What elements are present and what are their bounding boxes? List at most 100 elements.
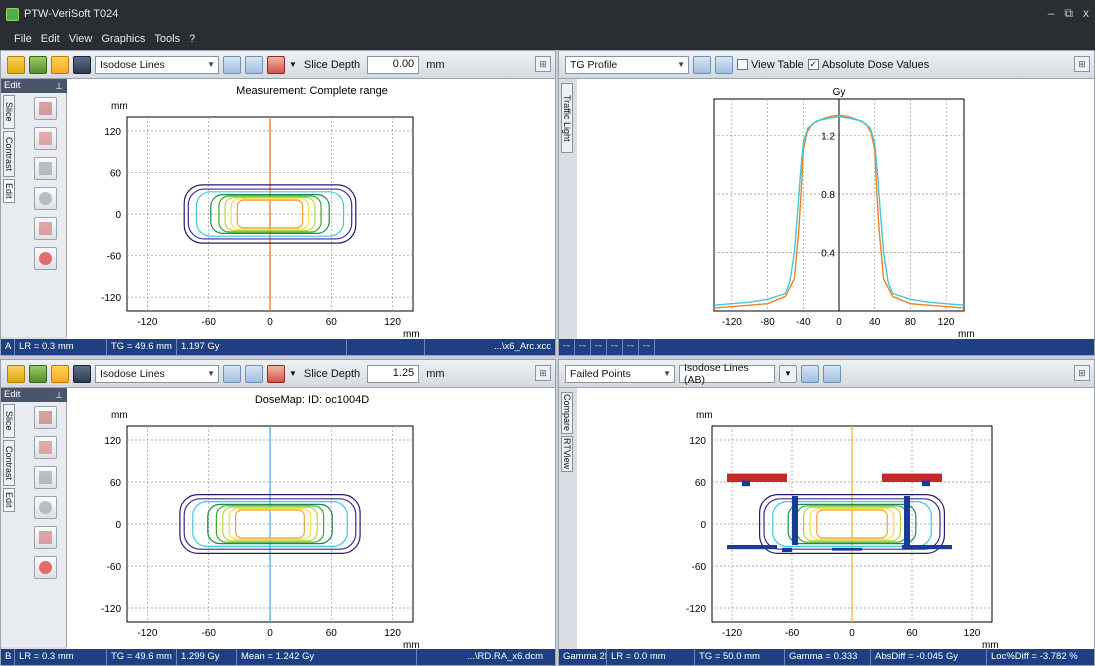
cut-center-tool[interactable] xyxy=(34,436,57,459)
tab-traffic-light[interactable]: Traffic Light xyxy=(561,83,573,153)
magnet-tool[interactable] xyxy=(34,556,57,579)
status-mean: Mean = 1.242 Gy xyxy=(237,649,417,665)
menu-file[interactable]: File xyxy=(14,33,32,45)
profile-mode-select[interactable]: TG Profile ▼ xyxy=(565,55,689,74)
swap-axis-icon[interactable] xyxy=(223,55,241,74)
profile-plot-area[interactable]: 1.2 0.8 0.4 -120 -80 -40 0 40 80 120 Gy mm xyxy=(577,79,1095,340)
slice-depth-input[interactable]: 1.25 xyxy=(367,364,420,383)
close-button[interactable]: x xyxy=(1083,6,1089,20)
y-tick-label: -120 xyxy=(101,604,121,615)
grid-tool[interactable] xyxy=(34,157,57,180)
failed-point-region xyxy=(882,473,942,482)
display-mode-select[interactable]: Isodose Lines ▼ xyxy=(95,364,219,383)
open-folder-icon[interactable] xyxy=(7,364,25,383)
chevron-down-icon[interactable]: ▼ xyxy=(289,60,297,69)
pin-icon[interactable]: ⊥ xyxy=(55,81,63,91)
magnet-tool[interactable] xyxy=(34,247,57,270)
cut-top-tool[interactable] xyxy=(34,97,57,120)
tab-slice[interactable]: Slice xyxy=(3,404,15,438)
expand-pane-icon[interactable]: ⊞ xyxy=(535,365,551,381)
slice-depth-input[interactable]: 0.00 xyxy=(367,55,420,74)
maximize-button[interactable]: ⧉ xyxy=(1064,6,1073,20)
isodose-plot[interactable]: Measurement: Complete range 120 60 0 -60 -12… xyxy=(67,79,556,340)
display-mode-select[interactable]: Isodose Lines ▼ xyxy=(95,55,219,74)
isodose-plot[interactable]: DoseMap: ID: oc1004D 120 60 0 -60 -120 -120 -6… xyxy=(67,388,556,651)
compare-mode-select[interactable]: Failed Points ▼ xyxy=(565,364,675,383)
isodose-ab-select[interactable]: Isodose Lines (AB) xyxy=(679,362,775,386)
isodose-contour xyxy=(215,505,325,543)
x-tick-label: 0 xyxy=(267,628,273,639)
grid-tool[interactable] xyxy=(34,466,57,489)
rotate-icon[interactable] xyxy=(823,364,841,383)
swap-axis-icon[interactable] xyxy=(693,55,711,74)
y-unit-label: mm xyxy=(696,410,713,421)
x-unit-label: mm xyxy=(958,329,975,339)
expand-pane-icon[interactable]: ⊞ xyxy=(535,56,551,72)
menu-help[interactable]: ? xyxy=(189,33,196,45)
abs-dose-box[interactable]: ✓ xyxy=(807,59,819,70)
cut-center-tool[interactable] xyxy=(34,127,57,150)
swap-axis-icon[interactable] xyxy=(801,364,819,383)
marker-icon[interactable] xyxy=(267,55,285,74)
tab-compare[interactable]: Compare xyxy=(561,392,573,434)
rotate-icon[interactable] xyxy=(715,55,733,74)
status-tg: TG = 49.6 mm xyxy=(107,649,177,665)
rotate-icon[interactable] xyxy=(245,364,263,383)
tab-edit[interactable]: Edit xyxy=(3,488,15,512)
display-mode-value: Isodose Lines xyxy=(100,58,165,71)
sidebar-title: Edit xyxy=(4,80,21,91)
load-data-icon[interactable] xyxy=(29,55,47,74)
pane-measurement: Isodose Lines ▼ ▼ Slice Depth 0.00 mm ⊞ E… xyxy=(0,50,556,356)
export-tool[interactable] xyxy=(34,526,57,549)
status-bar: A LR = 0.3 mm TG = 49.6 mm 1.197 Gy ...\… xyxy=(1,339,555,355)
expand-pane-icon[interactable]: ⊞ xyxy=(1074,365,1090,381)
slice-depth-label: Slice Depth xyxy=(303,367,361,380)
open-folder-icon[interactable] xyxy=(7,55,25,74)
plot-area[interactable]: DoseMap: ID: oc1004D 120 60 0 -60 -120 -120 -6… xyxy=(67,388,556,651)
plot-area[interactable]: Measurement: Complete range 120 60 0 -60 -12… xyxy=(67,79,556,340)
menu-edit[interactable]: Edit xyxy=(40,33,60,45)
view-table-box[interactable] xyxy=(737,59,748,70)
rotate-icon[interactable] xyxy=(245,55,263,74)
save-icon[interactable] xyxy=(73,55,91,74)
y-tick-label: 0.8 xyxy=(821,190,835,201)
load-data-icon[interactable] xyxy=(29,364,47,383)
menu-view[interactable]: View xyxy=(68,33,93,45)
chevron-down-icon[interactable]: ▼ xyxy=(289,369,297,378)
tab-slice[interactable]: Slice xyxy=(3,95,15,129)
marker-icon[interactable] xyxy=(267,364,285,383)
y-tick-label: 0 xyxy=(700,520,706,531)
pane-dosemap: Isodose Lines ▼ ▼ Slice Depth 1.25 mm ⊞ E… xyxy=(0,359,556,666)
export-tool[interactable] xyxy=(34,217,57,240)
menu-graphics[interactable]: Graphics xyxy=(101,33,146,45)
tab-edit[interactable]: Edit xyxy=(3,179,15,203)
cut-top-tool[interactable] xyxy=(34,406,57,429)
profile-chart[interactable]: 1.2 0.8 0.4 -120 -80 -40 0 40 80 120 Gy mm xyxy=(577,79,1095,340)
x-tick-label: 0 xyxy=(849,628,855,639)
abs-dose-checkbox[interactable]: ✓ Absolute Dose Values xyxy=(807,59,929,71)
compare-plot-area[interactable]: 120 60 0 -60 -120 -120 -60 0 60 120 mm mm xyxy=(577,388,1095,651)
toolbar-profile: TG Profile ▼ View Table ✓ Absolute Dose Va… xyxy=(559,51,1094,79)
tab-rtview[interactable]: RTView xyxy=(561,436,573,472)
tab-contrast[interactable]: Contrast xyxy=(3,440,15,486)
menu-tools[interactable]: Tools xyxy=(154,33,181,45)
y-tick-label: 120 xyxy=(689,436,706,447)
tab-contrast[interactable]: Contrast xyxy=(3,131,15,177)
isodose-contour xyxy=(803,506,902,542)
save-icon[interactable] xyxy=(73,364,91,383)
x-tick-label: 60 xyxy=(906,628,918,639)
isodose-contour xyxy=(222,506,318,542)
chevron-down-icon[interactable]: ▼ xyxy=(779,364,797,383)
minimize-button[interactable]: – xyxy=(1047,6,1055,20)
swap-axis-icon[interactable] xyxy=(223,364,241,383)
notes-icon[interactable] xyxy=(51,55,69,74)
view-table-checkbox[interactable]: View Table xyxy=(737,59,804,71)
target-tool[interactable] xyxy=(34,496,57,519)
target-tool[interactable] xyxy=(34,187,57,210)
notes-icon[interactable] xyxy=(51,364,69,383)
expand-pane-icon[interactable]: ⊞ xyxy=(1074,56,1090,72)
sidebar-title: Edit xyxy=(4,389,21,400)
x-tick-label: 120 xyxy=(938,317,955,328)
pin-icon[interactable]: ⊥ xyxy=(55,390,63,400)
